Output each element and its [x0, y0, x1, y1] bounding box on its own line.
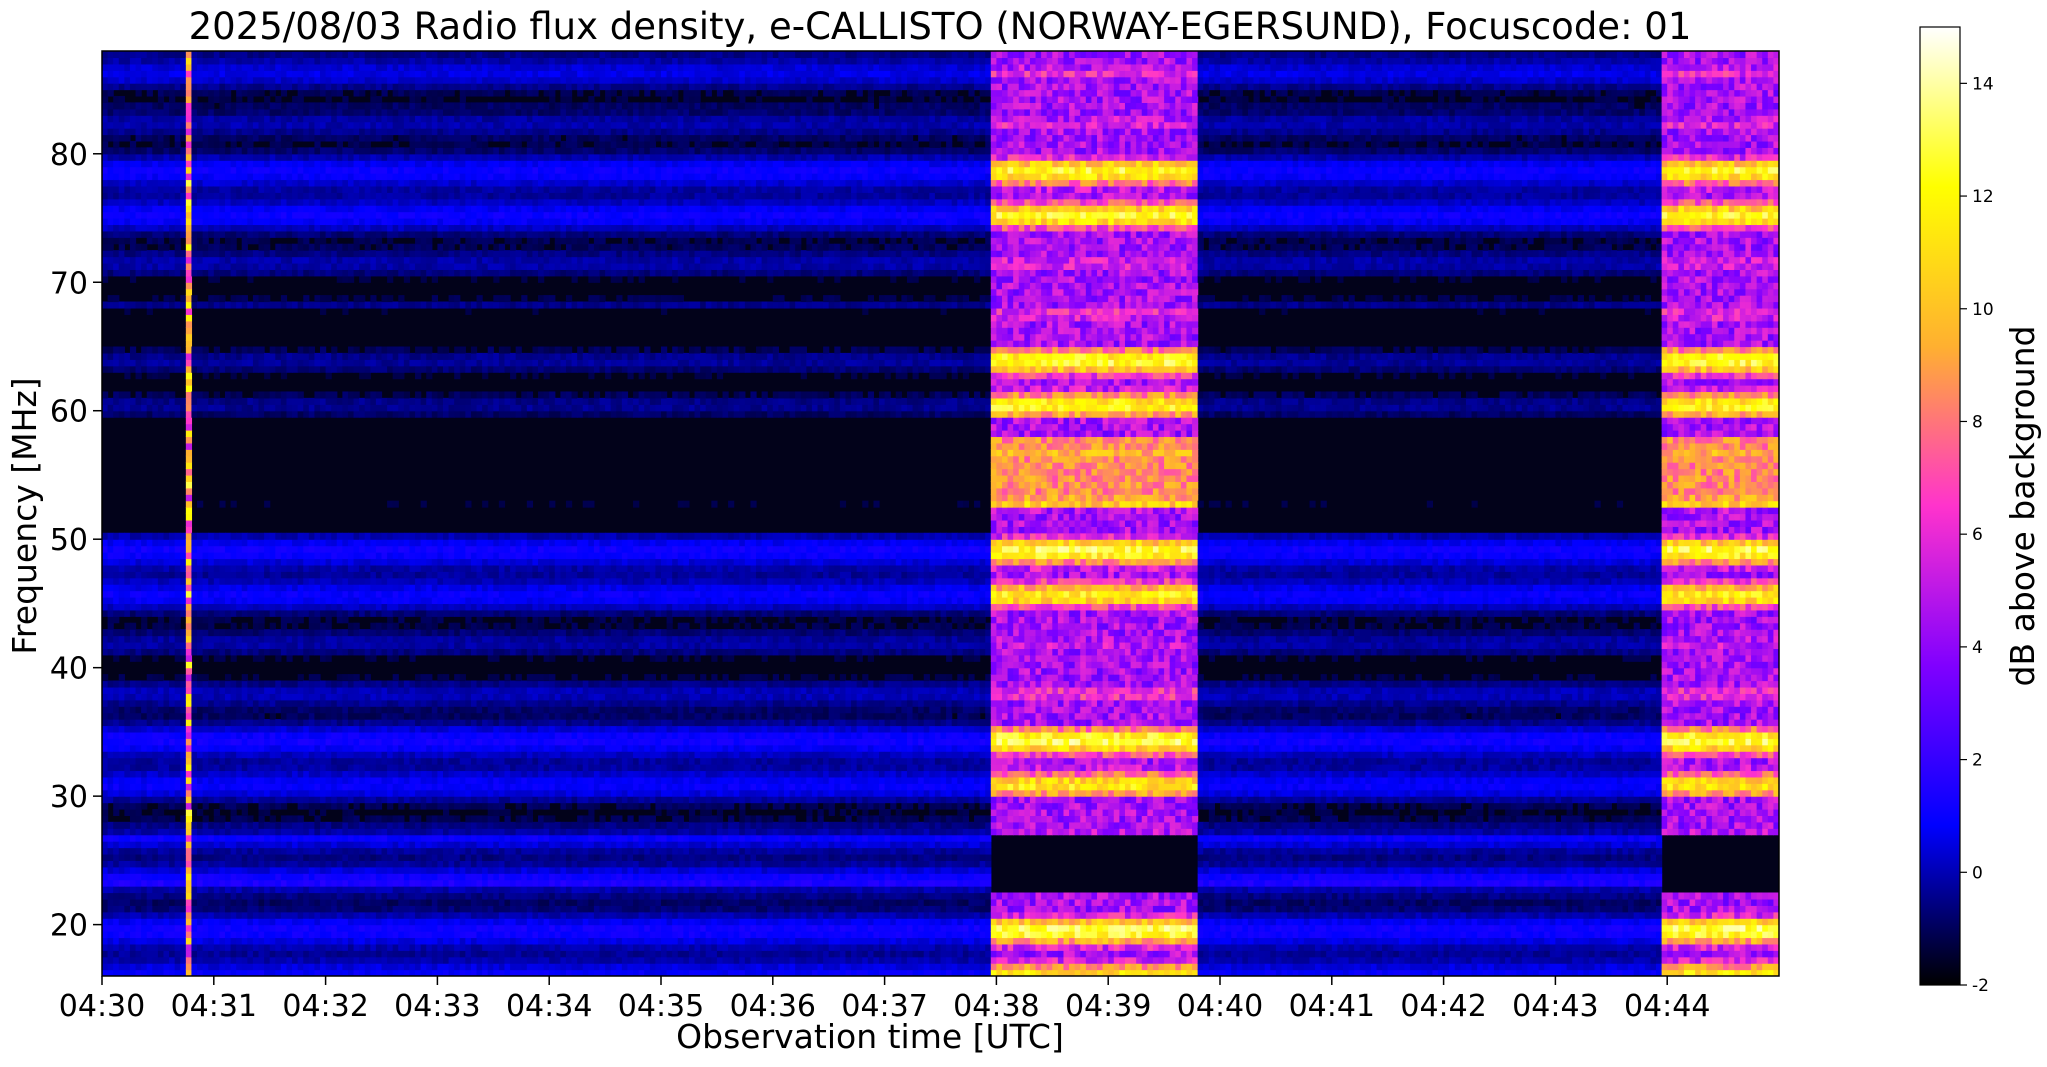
- colorbar-tick-label: 6: [1972, 525, 1983, 545]
- colorbar-tick-label: 4: [1972, 638, 1983, 658]
- y-tick-label: 70: [50, 266, 88, 301]
- x-tick-label: 04:34: [506, 989, 592, 1024]
- y-axis-label: Frequency [MHz]: [5, 377, 44, 654]
- heatmap-area: [102, 51, 1780, 977]
- chart-title: 2025/08/03 Radio flux density, e-CALLIST…: [189, 5, 1692, 48]
- colorbar-tick-label: 14: [1972, 74, 1994, 94]
- colorbar-tick-label: 2: [1972, 751, 1983, 771]
- x-axis-label: Observation time [UTC]: [676, 1017, 1064, 1056]
- x-tick-label: 04:31: [171, 989, 257, 1024]
- y-tick-label: 50: [50, 523, 88, 558]
- x-tick-label: 04:39: [1065, 989, 1151, 1024]
- colorbar-tick-label: 10: [1972, 300, 1994, 320]
- colorbar-tick-label: 12: [1972, 187, 1994, 207]
- x-tick-label: 04:30: [59, 989, 145, 1024]
- x-tick-label: 04:41: [1289, 989, 1375, 1024]
- colorbar-tick-label: 0: [1972, 863, 1983, 883]
- colorbar: [1920, 27, 1960, 985]
- y-tick-label: 30: [50, 780, 88, 815]
- y-tick-label: 60: [50, 395, 88, 430]
- colorbar-ticks: -2 0 2 4 6 8 10 12 14: [1960, 74, 1994, 996]
- y-tick-label: 80: [50, 138, 88, 173]
- y-tick-label: 40: [50, 652, 88, 687]
- x-tick-label: 04:43: [1512, 989, 1598, 1024]
- x-tick-label: 04:32: [282, 989, 368, 1024]
- colorbar-tick-label: -2: [1972, 976, 1989, 996]
- y-axis-ticks: 20 30 40 50 60 70 80: [50, 138, 102, 944]
- x-tick-label: 04:33: [394, 989, 480, 1024]
- y-tick-label: 20: [50, 909, 88, 944]
- x-tick-label: 04:42: [1400, 989, 1486, 1024]
- colorbar-tick-label: 8: [1972, 412, 1983, 432]
- x-tick-label: 04:40: [1177, 989, 1263, 1024]
- x-tick-label: 04:44: [1624, 989, 1710, 1024]
- colorbar-label: dB above background: [2003, 326, 2042, 687]
